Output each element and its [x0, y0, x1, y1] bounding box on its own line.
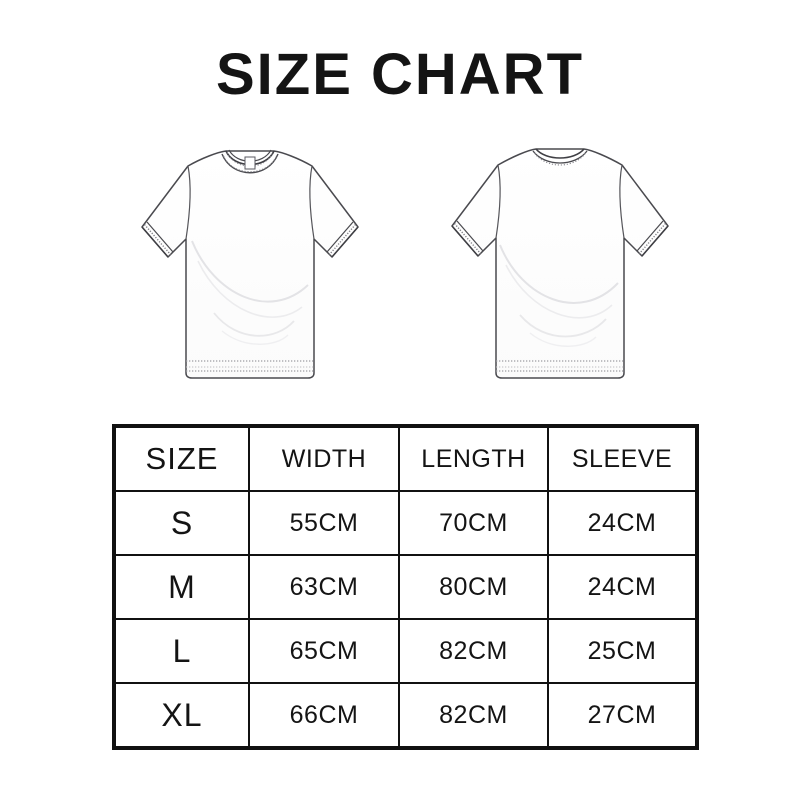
row-xl-sleeve: 27CM [547, 682, 698, 749]
size-chart-table: SIZE WIDTH LENGTH SLEEVE S 55CM 70CM 24C… [112, 424, 699, 750]
tshirt-back-body [451, 148, 669, 379]
row-m-width: 63CM [248, 554, 400, 620]
row-size-xl: XL [113, 682, 250, 749]
table-header-row: SIZE WIDTH LENGTH SLEEVE [113, 425, 698, 492]
row-s-width: 55CM [248, 490, 400, 556]
tshirt-front-body [141, 150, 359, 379]
table-row: M 63CM 80CM 24CM [113, 554, 698, 620]
row-xl-length: 82CM [398, 682, 549, 749]
table-row: S 55CM 70CM 24CM [113, 490, 698, 556]
row-size-m: M [113, 554, 250, 620]
column-header-width: WIDTH [248, 425, 400, 492]
row-size-l: L [113, 618, 250, 684]
row-l-length: 82CM [398, 618, 549, 684]
table-row: L 65CM 82CM 25CM [113, 618, 698, 684]
page-title: SIZE CHART [216, 42, 584, 107]
column-header-sleeve: SLEEVE [547, 425, 698, 492]
row-l-width: 65CM [248, 618, 400, 684]
row-s-length: 70CM [398, 490, 549, 556]
column-header-size: SIZE [113, 425, 250, 492]
row-xl-width: 66CM [248, 682, 400, 749]
row-m-length: 80CM [398, 554, 549, 620]
row-l-sleeve: 25CM [547, 618, 698, 684]
column-header-length: LENGTH [398, 425, 549, 492]
neck-tag [244, 156, 256, 170]
tshirt-front-illustration [130, 135, 370, 410]
table-row: XL 66CM 82CM 27CM [113, 682, 698, 749]
row-size-s: S [113, 490, 250, 556]
row-m-sleeve: 24CM [547, 554, 698, 620]
tshirt-illustrations [0, 135, 800, 410]
tshirt-back-illustration [440, 135, 680, 410]
row-s-sleeve: 24CM [547, 490, 698, 556]
